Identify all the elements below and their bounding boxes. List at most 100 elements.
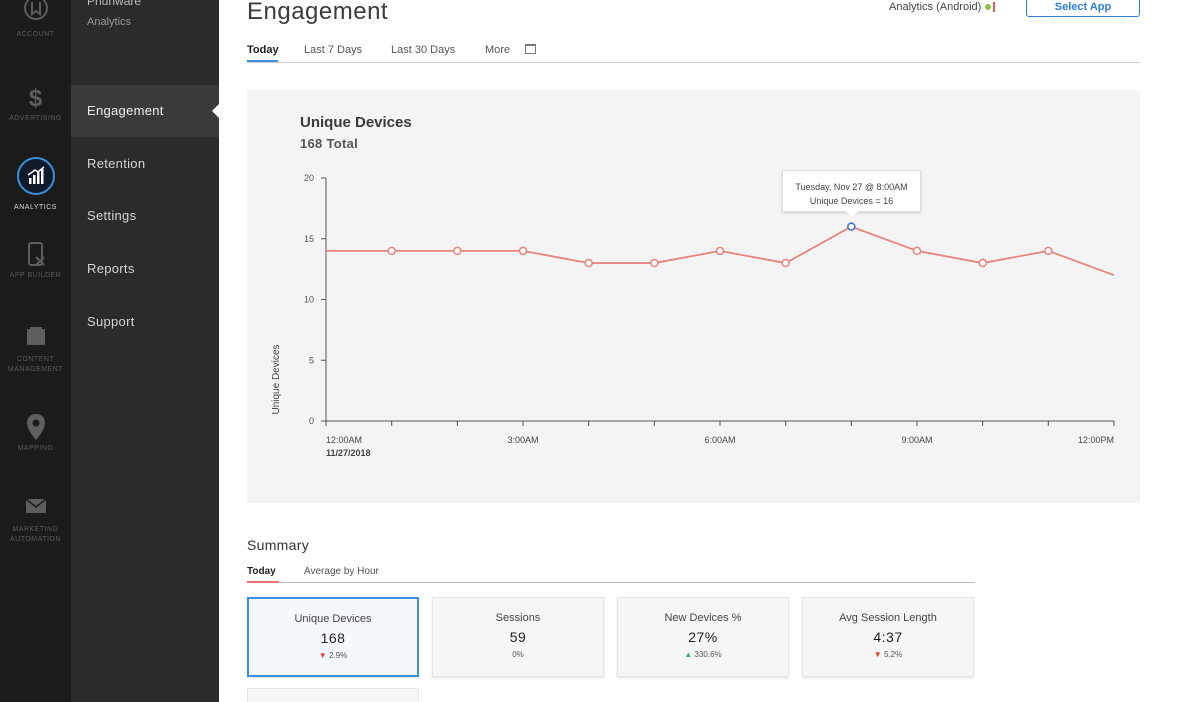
rail-item-marketing-automation[interactable]: MARKETING AUTOMATION <box>0 495 71 545</box>
metric-label: Unique Devices <box>294 613 372 625</box>
metric-value: 4:37 <box>873 629 903 645</box>
android-icon <box>985 4 992 11</box>
summary-title: Summary <box>247 537 309 553</box>
metric-delta: ▲ 330.6% <box>618 650 788 659</box>
tab-summary-today[interactable]: Today <box>247 566 276 577</box>
data-point <box>781 258 790 268</box>
down-arrow-icon: ▼ <box>318 651 327 660</box>
up-arrow-icon: ▲ <box>684 650 693 659</box>
x-tick-label: 9:00AM <box>901 435 932 445</box>
data-point <box>1044 246 1053 256</box>
x-tick-label: 3:00AM <box>507 435 538 445</box>
data-point <box>650 258 659 268</box>
metric-label: Sessions <box>495 612 541 624</box>
data-point <box>978 258 987 268</box>
section-sidebar: Phunware Analytics Engagement Retention … <box>71 0 220 702</box>
sidebar-item-engagement[interactable]: Engagement <box>71 85 220 137</box>
chart-title: Unique Devices <box>300 114 412 131</box>
unique-devices-chart: 0 5 10 15 20 Unique Devices 12:00AM 3:00AM 6:00A… <box>271 173 1115 458</box>
rail-label: CONTENT MANAGEMENT <box>7 356 64 373</box>
rail-item-advertising[interactable]: $ ADVERTISING <box>0 84 71 124</box>
data-point <box>715 246 725 256</box>
rail-label: ANALYTICS <box>14 204 57 211</box>
metric-card-partial <box>247 688 419 702</box>
sidebar-item-retention[interactable]: Retention <box>87 156 146 171</box>
date-range-tabs: Today Last 7 Days Last 30 Days More <box>247 40 1140 63</box>
metric-delta-value: 5.2% <box>883 650 903 659</box>
y-axis-label: Unique Devices <box>271 344 282 414</box>
platform-indicator: Analytics (Android) <box>889 1 996 13</box>
rail-label: ACCOUNT <box>16 31 55 38</box>
tooltip-value: Unique Devices = 16 <box>809 196 894 206</box>
section-name: Analytics <box>87 16 132 28</box>
rail-item-mapping[interactable]: MAPPING <box>0 412 71 454</box>
calendar-icon[interactable] <box>525 44 536 54</box>
metric-delta-value: 2.9% <box>328 651 348 660</box>
metric-value: 59 <box>509 629 527 645</box>
metric-card-avg-session-length[interactable]: Avg Session Length 4:37 ▼ 5.2% <box>802 597 974 677</box>
tab-average-by-hour[interactable]: Average by Hour <box>304 566 379 577</box>
rail-item-app-builder[interactable]: APP BUILDER <box>0 241 71 281</box>
tab-last-7-days[interactable]: Last 7 Days <box>304 44 363 56</box>
y-tick-label: 5 <box>309 355 314 365</box>
metric-delta: ▼ 5.2% <box>803 650 973 659</box>
platform-label: Analytics (Android) <box>889 1 982 13</box>
metric-label: Avg Session Length <box>839 612 937 624</box>
x-tick-sublabel: 11/27/2018 <box>326 448 371 458</box>
rail-label: MARKETING AUTOMATION <box>9 526 62 543</box>
status-bar-icon <box>993 2 996 13</box>
y-tick-label: 15 <box>304 234 314 244</box>
tab-more[interactable]: More <box>485 44 511 56</box>
active-tab-indicator <box>247 60 278 62</box>
down-arrow-icon: ▼ <box>873 650 882 659</box>
metric-delta-value: 0% <box>512 650 524 659</box>
metric-value: 168 <box>320 630 346 646</box>
rail-item-analytics[interactable]: ANALYTICS <box>0 157 71 213</box>
map-pin-icon <box>26 414 45 440</box>
sidebar-item-settings[interactable]: Settings <box>87 208 137 223</box>
analytics-icon <box>16 157 55 195</box>
data-point <box>912 246 922 256</box>
account-icon <box>23 0 48 20</box>
app-builder-icon <box>27 242 45 266</box>
data-point <box>584 258 593 268</box>
sidebar-item-support[interactable]: Support <box>87 314 135 329</box>
chart-panel <box>247 90 1140 503</box>
content-icon <box>26 327 45 345</box>
brand-name: Phunware <box>87 0 142 8</box>
metric-value: 27% <box>688 629 718 645</box>
rail-label: MAPPING <box>17 445 54 452</box>
metric-card-unique-devices[interactable]: Unique Devices 168 ▼ 2.9% <box>247 597 419 677</box>
rail-label: ADVERTISING <box>9 115 62 122</box>
icon-rail: ACCOUNT $ ADVERTISING ANALYTICS APP BUIL… <box>0 0 71 702</box>
envelope-icon <box>25 498 46 513</box>
metric-delta: ▼ 2.9% <box>249 651 417 660</box>
y-tick-label: 0 <box>309 416 314 426</box>
data-point <box>387 246 396 256</box>
x-tick-label: 12:00PM <box>1078 435 1114 445</box>
metric-card-new-devices[interactable]: New Devices % 27% ▲ 330.6% <box>617 597 789 677</box>
x-tick-label: 12:00AM <box>326 435 362 445</box>
metric-delta-value: 330.6% <box>694 650 722 659</box>
tooltip-date: Tuesday, Nov 27 @ 8:00AM <box>795 182 908 192</box>
rail-label: APP BUILDER <box>9 272 62 279</box>
rail-item-account[interactable]: ACCOUNT <box>0 0 71 40</box>
x-tick-label: 6:00AM <box>704 435 735 445</box>
chart-tooltip: Tuesday, Nov 27 @ 8:00AM Unique Devices … <box>782 170 921 217</box>
y-tick-label: 10 <box>304 295 314 305</box>
chart-total: 168 Total <box>300 136 359 151</box>
dollar-icon: $ <box>28 85 43 112</box>
data-point <box>518 246 528 256</box>
data-point <box>453 246 462 256</box>
sidebar-item-reports[interactable]: Reports <box>87 261 135 276</box>
tab-today[interactable]: Today <box>247 44 279 56</box>
tab-last-30-days[interactable]: Last 30 Days <box>391 44 456 56</box>
select-app-button[interactable]: Select App <box>1026 0 1140 17</box>
summary-tabs: Today Average by Hour <box>247 563 975 583</box>
metric-label: New Devices % <box>664 612 742 624</box>
active-summary-tab-indicator <box>247 581 279 583</box>
page-title: Engagement <box>247 0 389 25</box>
y-tick-label: 20 <box>304 173 314 183</box>
metric-card-sessions[interactable]: Sessions 59 0% <box>432 597 604 677</box>
rail-item-content-management[interactable]: CONTENT MANAGEMENT <box>0 325 71 375</box>
